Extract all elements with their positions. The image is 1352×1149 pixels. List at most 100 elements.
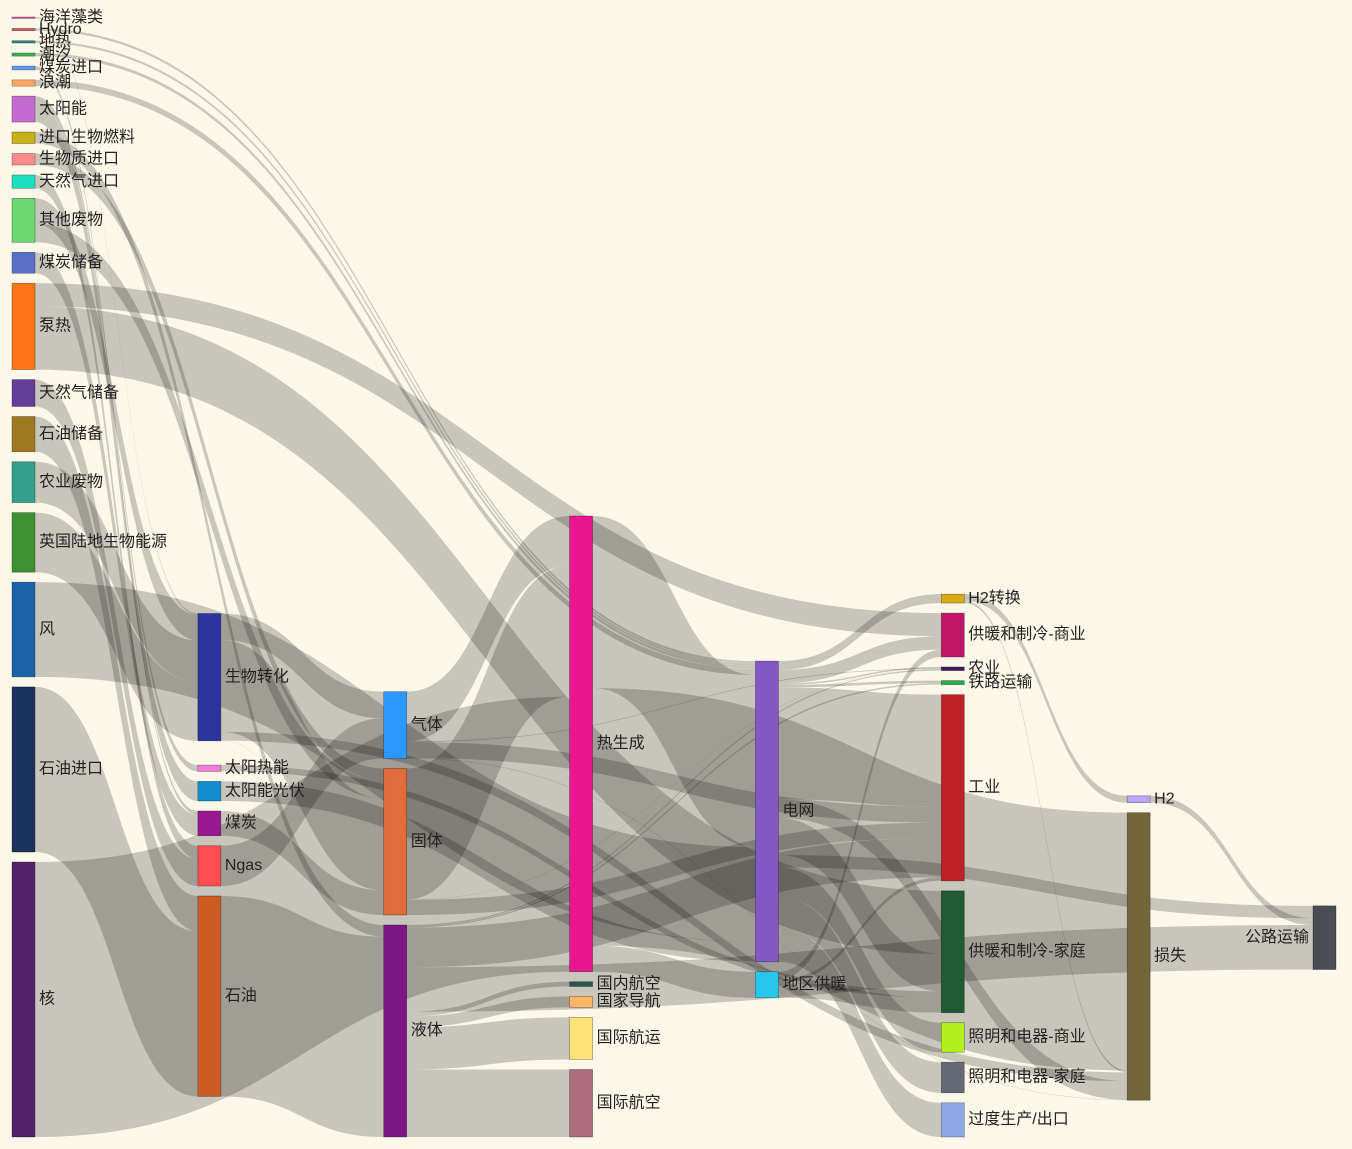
node	[197, 781, 222, 802]
node	[11, 40, 36, 44]
link	[220, 810, 384, 915]
link	[406, 669, 942, 900]
link	[406, 742, 942, 823]
link	[35, 66, 198, 815]
link	[406, 822, 942, 915]
link	[35, 416, 198, 932]
node-label: 电网	[782, 802, 814, 820]
link	[406, 565, 570, 900]
node	[569, 981, 593, 987]
link	[778, 867, 942, 1053]
node	[197, 845, 222, 887]
link	[592, 945, 756, 998]
link	[35, 132, 384, 937]
link	[406, 668, 942, 743]
link	[778, 687, 942, 807]
node-label: 供暖和制冷-家庭	[968, 942, 1085, 960]
node-label: Ngas	[225, 857, 262, 874]
node-label: 煤炭储备	[39, 253, 103, 271]
link	[592, 688, 1128, 1071]
node-label: 照明和电器-商业	[968, 1028, 1085, 1046]
link	[35, 198, 198, 641]
node-label: 国际航运	[597, 1029, 661, 1047]
node	[940, 612, 965, 658]
link	[35, 28, 756, 664]
node	[940, 1102, 965, 1138]
link	[406, 516, 570, 742]
link	[220, 781, 756, 962]
link	[778, 594, 942, 670]
link	[406, 683, 942, 928]
node	[11, 95, 36, 123]
node	[197, 764, 222, 772]
node	[11, 28, 36, 32]
node-label: 天然气储备	[39, 383, 119, 401]
node-label: 液体	[411, 1021, 443, 1039]
node-label: 进口生物燃料	[39, 128, 135, 146]
node-label: 海洋藻类	[39, 8, 103, 26]
link	[220, 895, 384, 1137]
node-label: 潮汐	[39, 45, 71, 63]
node	[569, 1069, 593, 1138]
node-label: 农业废物	[39, 472, 103, 490]
node-label: 太阳热能	[225, 758, 289, 776]
node	[197, 810, 222, 837]
link	[406, 837, 942, 968]
node-label: 公路运输	[1245, 928, 1309, 946]
node-label: 生物转化	[225, 667, 289, 685]
node-label: H2	[1154, 790, 1175, 807]
link	[35, 223, 384, 799]
node	[11, 581, 36, 678]
node-label: 煤炭进口	[39, 58, 103, 76]
node-label: 石油进口	[39, 760, 103, 778]
link	[35, 53, 756, 669]
node	[11, 416, 36, 453]
link	[35, 174, 198, 860]
link	[406, 925, 1313, 1012]
node	[11, 512, 36, 573]
node-label: 煤炭	[225, 814, 257, 832]
node	[755, 660, 779, 963]
link	[778, 855, 1313, 919]
link	[35, 252, 198, 836]
node-label: 照明和电器-家庭	[968, 1068, 1085, 1086]
link	[35, 17, 198, 615]
link	[35, 512, 198, 741]
node	[11, 282, 36, 370]
node-label: 其他废物	[39, 211, 103, 229]
node	[940, 890, 965, 1014]
link	[35, 696, 570, 1137]
link	[406, 981, 570, 1017]
node-label: 国内航空	[597, 974, 661, 992]
node	[11, 686, 36, 853]
node-label: 热生成	[597, 734, 645, 752]
node-label: 国际航空	[597, 1093, 661, 1111]
link	[35, 153, 384, 780]
link	[35, 40, 756, 666]
link	[220, 718, 384, 886]
node	[569, 996, 593, 1008]
link	[220, 731, 1128, 1082]
link	[778, 680, 942, 688]
nodes: 海洋藻类Hydro地热潮汐煤炭进口浪潮太阳能进口生物燃料生物质进口天然气进口其他…	[11, 8, 1337, 1138]
link	[220, 640, 384, 891]
node	[1126, 795, 1151, 803]
node	[755, 971, 779, 999]
node-label: 生物质进口	[39, 149, 119, 167]
node	[1312, 905, 1337, 970]
node-label: 地区供暖	[782, 975, 846, 993]
link	[1150, 795, 1313, 926]
link	[778, 927, 942, 1137]
node	[11, 379, 36, 407]
node-label: 国家导航	[597, 992, 661, 1010]
node	[11, 861, 36, 1138]
node-label: 泵热	[39, 317, 71, 335]
link	[35, 283, 942, 637]
link	[592, 516, 756, 848]
node-label: 铁路运输	[968, 673, 1032, 691]
node	[11, 252, 36, 274]
link	[35, 306, 942, 955]
node	[197, 613, 222, 742]
node	[940, 1061, 965, 1094]
